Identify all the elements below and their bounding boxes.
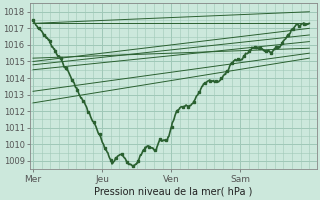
X-axis label: Pression niveau de la mer( hPa ): Pression niveau de la mer( hPa ) — [94, 187, 252, 197]
